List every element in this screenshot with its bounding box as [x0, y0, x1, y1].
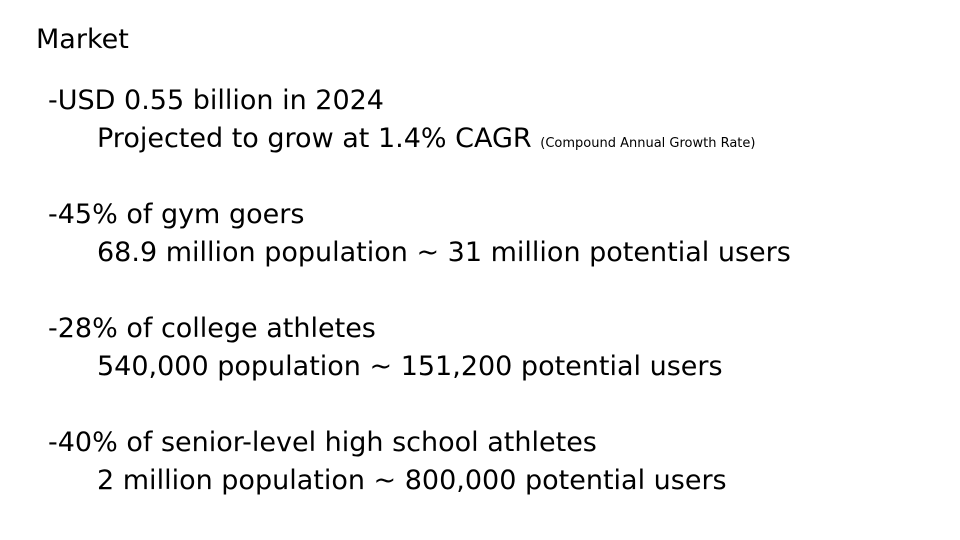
bullet-detail: 68.9 million population ~ 31 million pot… [48, 234, 791, 272]
bullet-item: -40% of senior-level high school athlete… [48, 424, 727, 500]
bullet-detail: 2 million population ~ 800,000 potential… [48, 462, 727, 500]
bullet-heading: -28% of college athletes [48, 313, 376, 344]
slide-title: Market [36, 24, 129, 55]
bullet-heading: -40% of senior-level high school athlete… [48, 427, 597, 458]
bullet-item: -28% of college athletes 540,000 populati… [48, 310, 723, 386]
detail-text: 540,000 population ~ 151,200 potential u… [97, 351, 723, 382]
bullet-detail: 540,000 population ~ 151,200 potential u… [48, 348, 723, 386]
detail-text: Projected to grow at 1.4% CAGR [97, 123, 532, 154]
bullet-item: -45% of gym goers 68.9 million population… [48, 196, 791, 272]
bullet-heading: -USD 0.55 billion in 2024 [48, 85, 384, 116]
detail-text: 68.9 million population ~ 31 million pot… [97, 237, 791, 268]
bullet-item: -USD 0.55 billion in 2024 Projected to gr… [48, 82, 755, 163]
detail-text: 2 million population ~ 800,000 potential… [97, 465, 727, 496]
bullet-heading: -45% of gym goers [48, 199, 305, 230]
bullet-detail: Projected to grow at 1.4% CAGR (Compound… [48, 120, 755, 163]
detail-note: (Compound Annual Growth Rate) [540, 136, 756, 151]
